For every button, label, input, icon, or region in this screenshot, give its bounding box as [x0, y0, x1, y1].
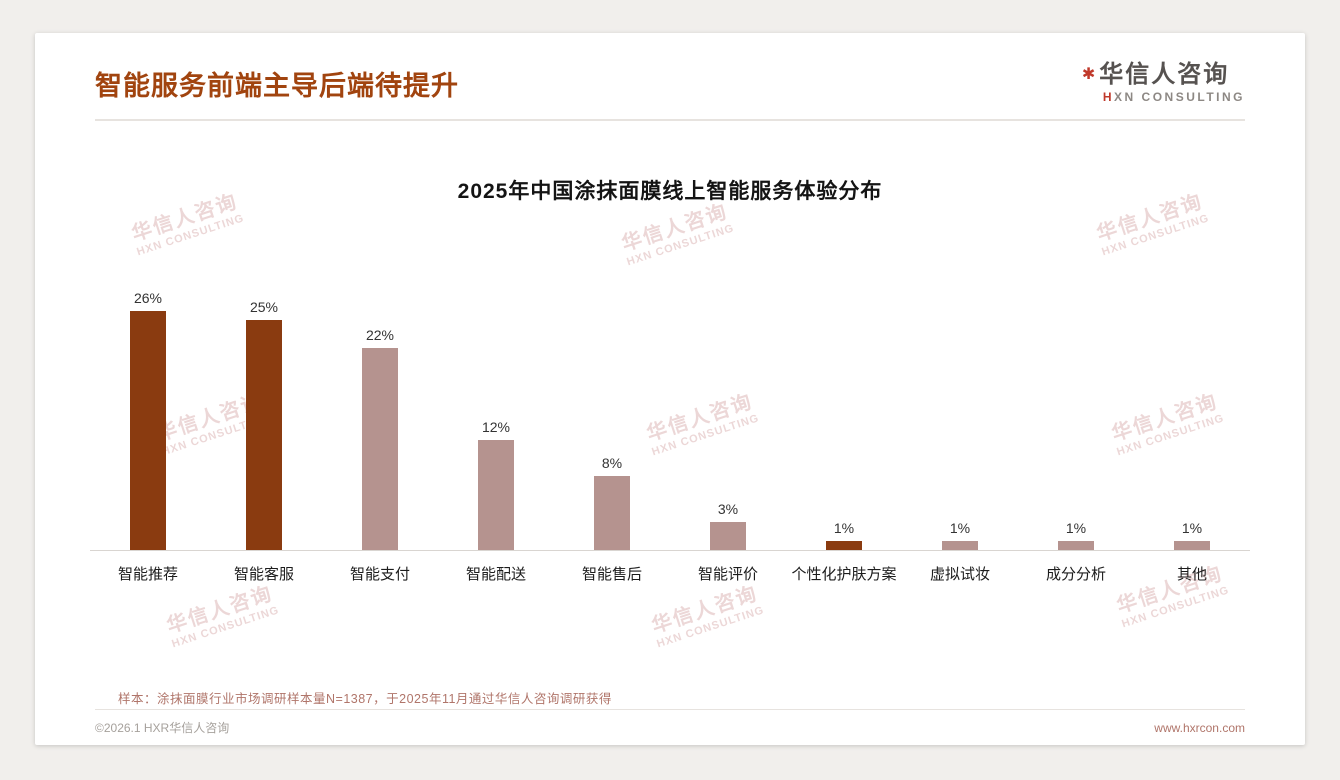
bar-value-label: 1%	[1181, 519, 1203, 536]
bar-value-label: 12%	[481, 418, 511, 435]
copyright-text: ©2026.1 HXR华信人咨询	[95, 721, 230, 735]
slide-card: 华信人咨询 HXN CONSULTING 华信人咨询 HXN CONSULTING 华信…	[35, 33, 1305, 745]
bar	[246, 320, 282, 550]
bar-column: 1%	[1018, 233, 1134, 550]
category-label: 成分分析	[1045, 566, 1106, 583]
bar-column: 1%	[1134, 233, 1250, 550]
logo-subtitle-rest: XN CONSULTING	[1114, 89, 1245, 104]
category-label: 智能售后	[581, 566, 642, 583]
bar	[710, 522, 746, 550]
bar	[1058, 540, 1094, 550]
watermark: 华信人咨询 HXN CONSULTING	[164, 582, 281, 651]
bar-value-label: 3%	[717, 501, 739, 518]
watermark: 华信人咨询 HXN CONSULTING	[649, 582, 766, 651]
category-label: 智能客服	[233, 566, 294, 583]
bar-value-label: 1%	[1065, 519, 1087, 536]
bar-column: 12%	[438, 233, 554, 550]
bar-column: 26%	[90, 233, 206, 550]
bar	[942, 540, 978, 550]
bar-value-label: 25%	[249, 299, 279, 315]
bar-chart-plot: 26% 25% 22% 12% 8% 3% 1% 1% 1% 1%	[90, 233, 1250, 551]
footer: ©2026.1 HXR华信人咨询 www.hxrcon.com	[95, 709, 1245, 745]
bar	[130, 310, 166, 550]
bar-column: 1%	[786, 233, 902, 550]
bar	[826, 540, 862, 550]
page-title: 智能服务前端主导后端待提升	[95, 70, 459, 101]
logo-subtitle-initial: H	[1102, 89, 1115, 104]
logo-icon: ✱	[1081, 65, 1096, 83]
bar	[1174, 540, 1210, 550]
category-label: 智能支付	[349, 566, 410, 583]
category-label: 智能评价	[697, 566, 758, 583]
category-label: 智能推荐	[117, 566, 178, 583]
bar-value-label: 1%	[833, 519, 855, 536]
sample-footnote: 样本：涂抹面膜行业市场调研样本量N=1387，于2025年11月通过华信人咨询调…	[118, 692, 612, 706]
bar-value-label: 26%	[133, 289, 163, 306]
category-label: 其他	[1176, 566, 1207, 583]
bar	[362, 347, 398, 550]
logo-subtitle: HXN CONSULTING	[1082, 89, 1245, 105]
category-label: 虚拟试妆	[929, 566, 990, 583]
category-label: 个性化护肤方案	[791, 566, 897, 583]
category-label: 智能配送	[465, 566, 526, 583]
chart-title: 2025年中国涂抹面膜线上智能服务体验分布	[457, 180, 883, 203]
company-logo: ✱ 华信人咨询 HXN CONSULTING	[1082, 61, 1245, 104]
bar-column: 8%	[554, 233, 670, 550]
bar	[594, 476, 630, 550]
bar-column: 25%	[206, 233, 322, 550]
category-axis: 智能推荐 智能客服 智能支付 智能配送 智能售后 智能评价 个性化护肤方案 虚拟试妆 成分分析 其…	[90, 563, 1250, 584]
bar-column: 1%	[902, 233, 1018, 550]
bar-value-label: 1%	[949, 519, 971, 536]
header: 智能服务前端主导后端待提升 ✱ 华信人咨询 HXN CONSULTING	[95, 33, 1245, 121]
bar-value-label: 22%	[365, 326, 395, 343]
logo-name: 华信人咨询	[1099, 61, 1230, 89]
bar-value-label: 8%	[601, 455, 623, 472]
bar-column: 22%	[322, 233, 438, 550]
bar-column: 3%	[670, 233, 786, 550]
website-link[interactable]: www.hxrcon.com	[1154, 720, 1245, 735]
bar	[478, 439, 514, 550]
